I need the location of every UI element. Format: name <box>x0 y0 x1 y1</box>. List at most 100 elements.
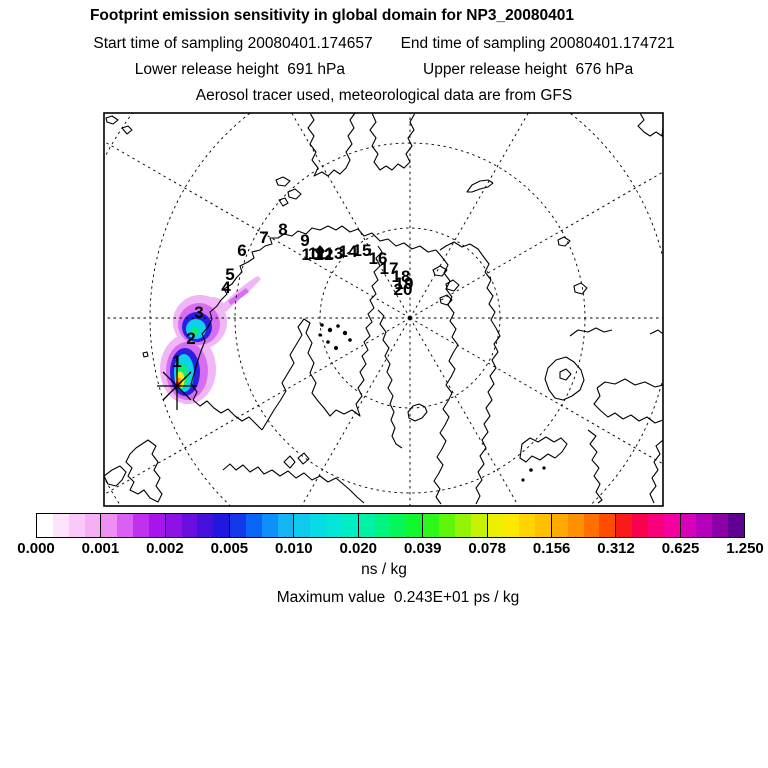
end-time-text: End time of sampling 20080401.174721 <box>400 35 675 52</box>
colorbar-cell <box>423 514 439 537</box>
coast-southeast-mass-north <box>596 378 663 389</box>
colorbar-cell <box>487 514 504 537</box>
uk-island <box>125 439 163 503</box>
colorbar-tick: 0.625 <box>661 540 700 557</box>
colorbar-cell <box>52 514 69 537</box>
colorbar-cell <box>213 514 230 537</box>
colorbar-cell <box>680 514 697 537</box>
trajectory-hour-label: 13 <box>325 244 344 263</box>
colorbar-cell <box>133 514 149 537</box>
colorbar-cell <box>261 514 278 537</box>
upper-release-text: Upper release height 676 hPa <box>423 61 634 78</box>
jagged-peninsula <box>519 436 568 463</box>
colorbar-cell <box>535 514 551 537</box>
colorbar-cell <box>101 514 118 537</box>
colorbar-cell <box>616 514 633 537</box>
colorbar-cell <box>358 514 375 537</box>
colorbar-tick: 0.001 <box>81 540 120 557</box>
coast-southeast-lower <box>587 429 603 504</box>
colorbar-tick: 0.002 <box>146 540 184 557</box>
arctic-islands <box>432 265 448 277</box>
arctic-islands <box>439 294 453 306</box>
trajectory-hour-label: 8 <box>278 220 287 239</box>
colorbar-cell <box>663 514 680 537</box>
colorbar-cell <box>519 514 536 537</box>
sampling-times-line: Start time of sampling 20080401.174657 E… <box>0 35 768 53</box>
trajectory-hour-label: 7 <box>259 228 268 247</box>
island-with-lake <box>544 356 585 401</box>
colorbar-segment <box>615 514 680 537</box>
denmark-islet <box>283 455 296 469</box>
colorbar-units-label: ns / kg <box>361 561 407 578</box>
colorbar-cell <box>294 514 311 537</box>
colorbar-cell <box>439 514 455 537</box>
colorbar-cell <box>374 514 391 537</box>
colorbar-tick: 1.250 <box>726 540 764 557</box>
colorbar-cell <box>390 514 407 537</box>
trajectory-hour-label: 2 <box>186 329 195 348</box>
colorbar-cell <box>326 514 342 537</box>
trajectory-hour-label: 6 <box>237 241 246 260</box>
coast-fragment-top-a <box>307 113 356 177</box>
trajectory-hour-label: 14 <box>339 242 358 261</box>
colorbar-cell <box>230 514 246 537</box>
coast-white-sea-edge <box>377 309 403 449</box>
trajectory-hour-label: 1 <box>172 352 181 371</box>
top-left-fragment <box>121 125 133 135</box>
colorbar-segment <box>293 514 358 537</box>
coast-baltic-gulfs <box>261 245 383 431</box>
trajectory-hour-label: 20 <box>394 280 413 299</box>
colorbar-cell <box>454 514 471 537</box>
map-frame <box>103 112 664 507</box>
colorbar-cell <box>341 514 358 537</box>
colorbar-cell <box>148 514 165 537</box>
colorbar-segment <box>357 514 423 537</box>
coast-right-edge <box>649 439 663 504</box>
sampling-location-marker <box>315 245 325 257</box>
colorbar-cell <box>197 514 214 537</box>
trajectory-hour-label: 16 <box>369 249 388 268</box>
coast-fragment <box>649 329 663 335</box>
top-right-corner-land <box>637 113 663 137</box>
coast-southeast-bay <box>593 387 663 424</box>
colorbar-cell <box>310 514 327 537</box>
coast-fragment-top-b <box>369 113 416 171</box>
top-left-fragment <box>105 115 119 125</box>
release-point-star-marker <box>157 364 197 410</box>
colorbar-cell <box>84 514 101 537</box>
colorbar-segment <box>550 514 616 537</box>
trajectory-hour-label: 10 <box>302 245 321 264</box>
trajectory-hour-label: 15 <box>353 241 372 260</box>
islet <box>573 282 588 295</box>
coast-strip-west <box>433 249 459 505</box>
colorbar-cell <box>181 514 198 537</box>
trajectory-hour-label: 4 <box>221 278 231 297</box>
colorbar-cell <box>599 514 616 537</box>
colorbar-tick: 0.156 <box>532 540 571 557</box>
south-baltic-coast <box>222 463 365 504</box>
release-heights-line: Lower release height 691 hPa Upper relea… <box>0 61 768 79</box>
colorbar-tick: 0.000 <box>17 540 55 557</box>
colorbar-cell <box>551 514 568 537</box>
colorbar-segment <box>229 514 294 537</box>
colorbar-tick: 0.039 <box>403 540 442 557</box>
colorbar-tick: 0.020 <box>339 540 378 557</box>
colorbar-tick: 0.312 <box>597 540 635 557</box>
trajectory-hour-label: 5 <box>225 265 234 284</box>
arctic-islands <box>275 176 291 187</box>
page-title: Footprint emission sensitivity in global… <box>89 7 575 24</box>
colorbar-cell <box>165 514 182 537</box>
crescent-island <box>466 179 494 193</box>
max-value-label: Maximum value 0.243E+01 ps / kg <box>276 589 520 606</box>
colorbar-cell <box>245 514 262 537</box>
colorbar-cell <box>470 514 487 537</box>
trajectory-hour-label: 17 <box>380 259 399 278</box>
islet <box>142 351 149 358</box>
ireland-island <box>104 465 127 487</box>
coastlines <box>104 113 663 505</box>
colorbar-cell <box>647 514 664 537</box>
coast-fragment <box>569 327 613 337</box>
